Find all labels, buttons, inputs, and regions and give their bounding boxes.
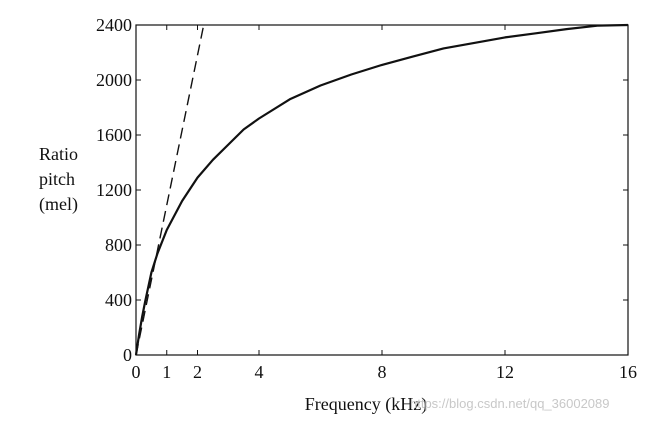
x-tick-label: 0 [132, 362, 141, 382]
y-tick-label: 2400 [96, 15, 132, 35]
x-axis-title: Frequency (kHz) [305, 394, 427, 415]
x-tick-label: 16 [619, 362, 637, 382]
x-tick-label: 2 [193, 362, 202, 382]
x-tick-label: 4 [255, 362, 264, 382]
x-tick-label: 1 [162, 362, 171, 382]
watermark-text: https://blog.csdn.net/qq_36002089 [410, 396, 610, 411]
y-axis-title-line: Ratio [39, 144, 78, 164]
y-tick-label: 0 [123, 345, 132, 365]
x-tick-label: 8 [378, 362, 387, 382]
x-tick-label: 12 [496, 362, 514, 382]
y-tick-label: 400 [105, 290, 132, 310]
mel-curve-line [134, 23, 629, 356]
plot-frame [135, 24, 629, 356]
y-axis-title-line: pitch [39, 169, 75, 189]
y-axis-title-line: (mel) [39, 194, 78, 215]
y-tick-label: 1600 [96, 125, 132, 145]
y-tick-label: 1200 [96, 180, 132, 200]
y-tick-label: 2000 [96, 70, 132, 90]
y-tick-label: 800 [105, 235, 132, 255]
dashed-reference-line [135, 24, 205, 356]
